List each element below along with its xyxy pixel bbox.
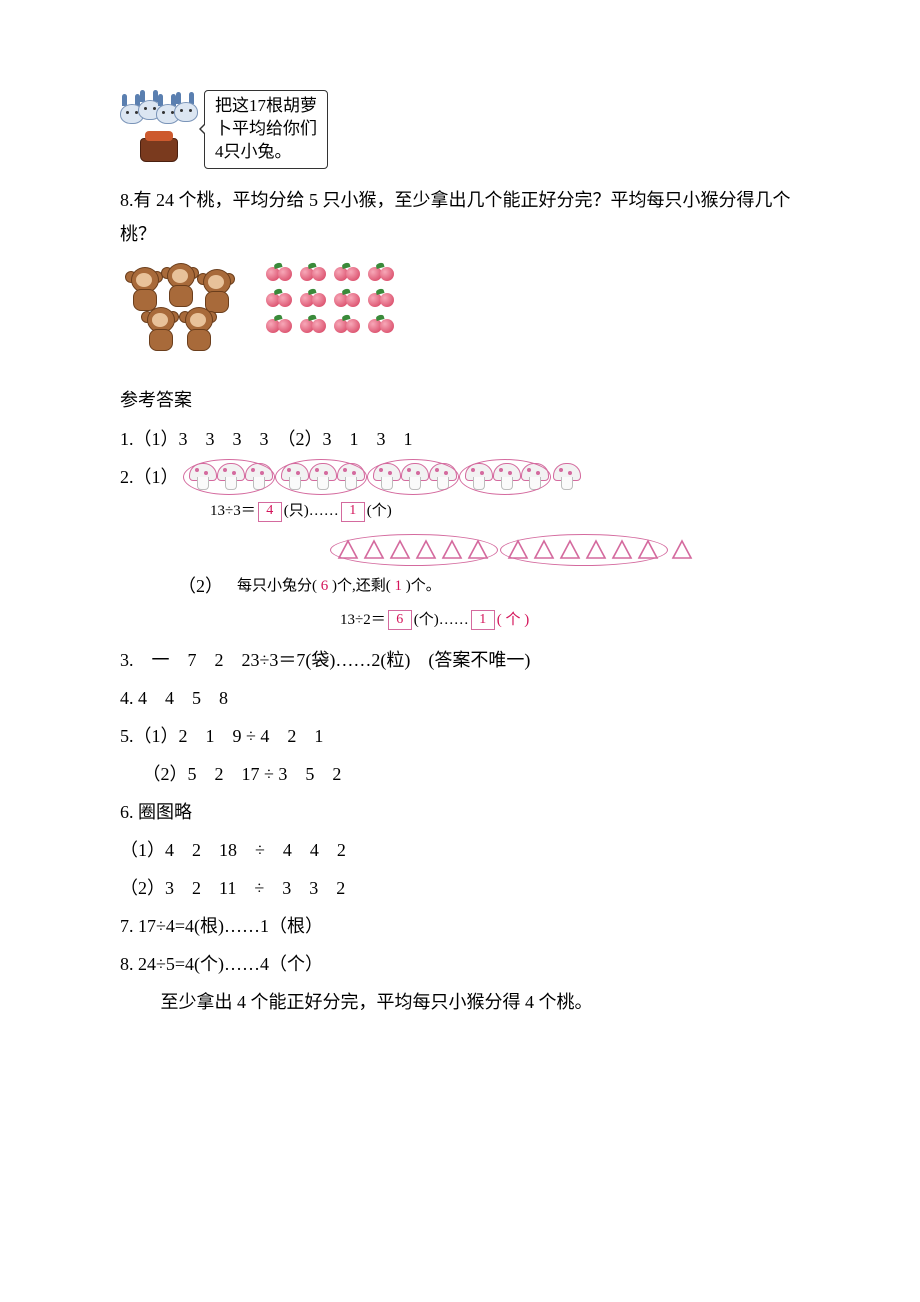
eq-quotient: 6	[388, 610, 412, 630]
mushroom-remainder	[551, 461, 581, 493]
answer-3: 3. 一 7 2 23÷3＝7(袋)……2(粒) (答案不唯一)	[120, 642, 800, 678]
eq-unit2: ( 个 )	[497, 606, 530, 635]
question-8-text: 8.有 24 个桃，平均分给 5 只小猴，至少拿出几个能正好分完？平均每只小猴分…	[120, 183, 800, 251]
speech-bubble: 把这17根胡萝 卜平均给你们 4只小兔。	[204, 90, 328, 169]
answer-2-label: 2.（1）	[120, 459, 179, 495]
speech-line-3: 4只小兔。	[215, 141, 317, 164]
answer-8-conclusion: 至少拿出 4 个能正好分完，平均每只小猴分得 4 个桃。	[120, 984, 800, 1020]
mushroom-group	[183, 459, 275, 495]
answer-7: 7. 17÷4=4(根)……1（根）	[120, 908, 800, 944]
eq-unit2: (个)	[367, 497, 392, 526]
eq-quotient: 4	[258, 502, 282, 522]
triangle-group	[500, 534, 668, 566]
eq-prefix: 13÷2＝	[340, 606, 386, 635]
peach-grid	[264, 263, 400, 341]
mushroom-row	[183, 459, 581, 495]
page: 把这17根胡萝 卜平均给你们 4只小兔。 8.有 24 个桃，平均分给 5 只小…	[0, 0, 920, 1302]
answer-5-1: 5.（1）2 1 9 ÷ 4 2 1	[120, 718, 800, 754]
q7-illustration: 把这17根胡萝 卜平均给你们 4只小兔。	[120, 90, 800, 169]
eq-unit1: (只)……	[284, 497, 339, 526]
answer-8: 8. 24÷5=4(个)……4（个）	[120, 946, 800, 982]
eq-unit1: (个)……	[414, 606, 469, 635]
triangle-row	[330, 534, 800, 566]
answer-6-2: （2）3 2 11 ÷ 3 3 2	[120, 870, 800, 906]
answer-1: 1.（1）3 3 3 3 （2）3 1 3 1	[120, 421, 800, 457]
answer-2-2-label-row: （2） 每只小兔分( 6 )个,还剩( 1 )个。	[178, 568, 800, 604]
answer-2-2-equation: 13÷2＝ 6 (个)…… 1 ( 个 )	[340, 606, 800, 635]
answers-heading: 参考答案	[120, 383, 800, 417]
mushroom-group	[459, 459, 551, 495]
rabbit-cluster	[120, 96, 198, 162]
answer-6-heading: 6. 圈图略	[120, 794, 800, 830]
answer-2-2-text: 每只小兔分( 6 )个,还剩( 1 )个。	[237, 571, 441, 601]
eq-remainder: 1	[341, 502, 365, 522]
eq-remainder: 1	[471, 610, 495, 630]
answer-2-1: 2.（1）	[120, 459, 800, 495]
mushroom-group	[275, 459, 367, 495]
q8-illustration	[120, 263, 800, 353]
speech-line-2: 卜平均给你们	[215, 118, 317, 141]
speech-line-1: 把这17根胡萝	[215, 95, 317, 118]
triangle-group	[330, 534, 498, 566]
triangle-remainder	[670, 537, 696, 563]
answer-5-2: （2）5 2 17 ÷ 3 5 2	[120, 756, 800, 792]
answer-2-2-label: （2）	[178, 568, 223, 604]
mushroom-group	[367, 459, 459, 495]
eq-prefix: 13÷3＝	[210, 497, 256, 526]
answer-4: 4. 4 4 5 8	[120, 680, 800, 716]
answer-6-1: （1）4 2 18 ÷ 4 4 2	[120, 832, 800, 868]
answer-2-1-equation: 13÷3＝ 4 (只)…… 1 (个)	[210, 497, 800, 526]
monkey-cluster	[120, 263, 240, 353]
